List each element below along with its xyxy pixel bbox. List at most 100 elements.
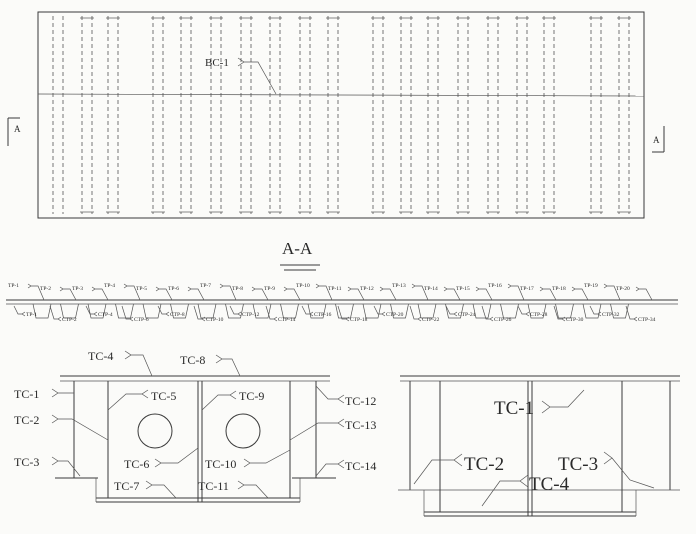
top-label: TP-4 <box>104 283 115 289</box>
top-label: TP-16 <box>488 283 502 289</box>
top-label: TP-11 <box>328 286 342 292</box>
top-label-leader <box>315 283 333 301</box>
top-label: TP-20 <box>616 286 630 292</box>
rib-slot <box>209 16 223 214</box>
bottom-label-leader <box>481 305 494 322</box>
rib-slot <box>456 16 470 214</box>
bottom-label: CTP-20 <box>386 312 404 318</box>
top-label: TP-3 <box>72 286 83 292</box>
bottom-label: CTP-8 <box>170 312 185 318</box>
plan-outline <box>37 11 645 219</box>
top-label-leader <box>219 283 237 301</box>
bottom-label-leader <box>85 305 98 317</box>
rib-slot <box>106 16 120 214</box>
u-rib <box>610 303 629 319</box>
dl-tc2: TC-2 <box>14 413 39 427</box>
rib-slot <box>151 16 165 214</box>
top-label-leader <box>123 283 141 301</box>
u-rib <box>390 303 409 319</box>
bottom-label: CTP-32 <box>602 312 620 318</box>
u-rib <box>527 303 547 319</box>
bottom-label-leader <box>157 305 170 317</box>
dr-tc4: TC-4 <box>529 474 570 495</box>
top-label-leader <box>59 286 77 301</box>
plan-view: BC-1 A A <box>7 11 665 219</box>
top-label: TP-18 <box>552 286 566 292</box>
top-label-leader <box>635 286 653 301</box>
bottom-label-leader <box>553 305 566 322</box>
section-marker-left-label: A <box>14 124 21 134</box>
u-rib <box>362 303 382 319</box>
top-label: TP-9 <box>264 286 275 292</box>
top-label: TP-7 <box>200 283 211 289</box>
dl-tc7: TC-7 <box>114 479 139 493</box>
section-title: A-A <box>282 239 313 258</box>
bottom-label-leader <box>625 305 638 322</box>
rib-slot <box>298 16 312 214</box>
dl-tc3: TC-3 <box>14 455 39 469</box>
bottom-label: CTP-10 <box>206 317 224 323</box>
rib-slot <box>589 16 603 214</box>
rib-slot <box>179 16 193 214</box>
rib-slot <box>239 16 253 214</box>
bottom-label: TP-1 <box>26 312 37 318</box>
bottom-label-leader <box>229 305 242 317</box>
u-rib <box>445 303 464 319</box>
top-label: TP-6 <box>168 286 179 292</box>
top-label-leader <box>411 283 429 301</box>
u-rib <box>417 303 437 319</box>
bottom-label: CTP-24 <box>458 312 476 318</box>
rib-slot <box>542 16 556 214</box>
u-rib <box>225 303 244 319</box>
section-bottom-labels: TP-1 CTP-2 CTP-4 CTP-6 CTP-8 CTP-10 CTP-12 CTP-… <box>13 305 656 323</box>
top-label-leader <box>475 286 493 301</box>
dl-tc9: TC-9 <box>239 389 264 403</box>
top-label-leader <box>27 283 45 301</box>
bc1-leader <box>237 57 277 95</box>
top-label-leader <box>571 286 589 301</box>
bottom-label-leader <box>193 305 206 322</box>
u-rib <box>197 303 217 319</box>
bottom-label-leader <box>373 305 386 317</box>
u-rib <box>32 303 52 319</box>
rib-slot <box>617 16 631 214</box>
dr-tc2: TC-2 <box>464 454 504 475</box>
top-label-leader <box>187 286 205 301</box>
bottom-label: CTP-28 <box>530 312 548 318</box>
top-label: TP-2 <box>40 286 51 292</box>
u-rib <box>115 303 134 319</box>
cutout-right <box>225 413 261 449</box>
bottom-label: CTP-22 <box>422 317 440 323</box>
u-rib <box>472 303 492 319</box>
rib-slot <box>52 16 64 214</box>
rib-slot <box>80 16 94 214</box>
bottom-label: CTP-14 <box>278 317 296 323</box>
rib-slot <box>399 16 413 214</box>
top-label-leader <box>155 286 173 301</box>
u-rib <box>87 303 107 319</box>
bottom-label-leader <box>121 305 134 322</box>
dl-tc14: TC-14 <box>345 459 376 473</box>
cutout-left <box>137 413 173 449</box>
dl-tc10: TC-10 <box>205 457 236 471</box>
rib-slot <box>268 16 282 214</box>
top-label: TP-15 <box>456 286 470 292</box>
top-label-leader <box>283 286 301 301</box>
bottom-label: CTP-34 <box>638 317 656 323</box>
top-label-leader <box>507 283 525 301</box>
plan-centerline <box>37 93 645 97</box>
rib-slot <box>515 16 529 214</box>
bottom-label-leader <box>301 305 314 317</box>
section-top-labels: TP-1 TP-2 TP-3 TP-4 TP-5 TP-6 TP-7 TP-8 TP-9 TP-1… <box>8 283 653 301</box>
bottom-label-leader <box>589 305 602 317</box>
top-label-leader <box>379 286 397 301</box>
dr-tc3: TC-3 <box>558 454 598 475</box>
u-rib <box>280 303 299 319</box>
top-label: TP-14 <box>424 286 438 292</box>
dl-tc8: TC-8 <box>180 353 205 367</box>
dl-tc13: TC-13 <box>345 418 376 432</box>
top-label-leader <box>603 283 621 301</box>
bottom-label: CTP-30 <box>566 317 584 323</box>
top-label-leader <box>91 286 109 301</box>
